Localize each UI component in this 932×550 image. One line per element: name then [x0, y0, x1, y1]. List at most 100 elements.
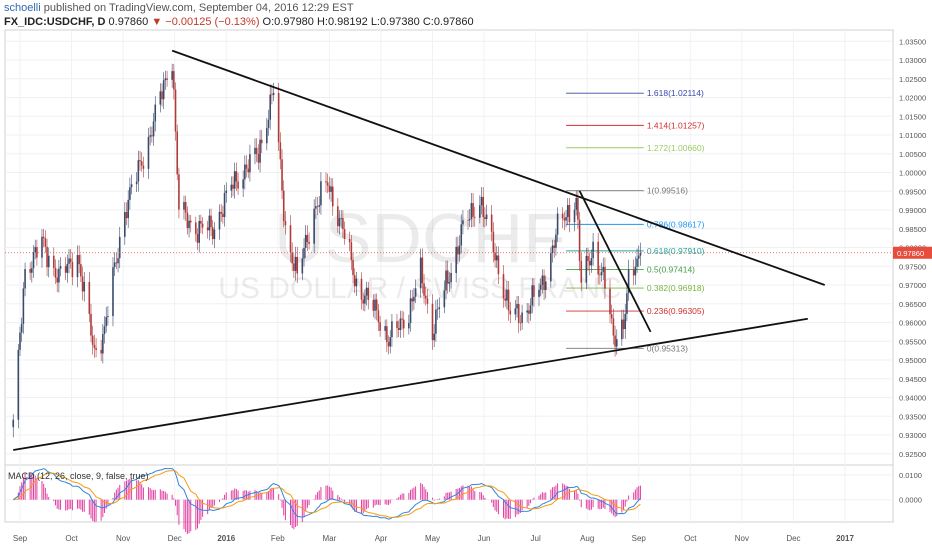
candle-body — [484, 216, 486, 220]
candle-body — [386, 326, 388, 343]
candle-body — [259, 139, 261, 163]
candle-body — [316, 206, 319, 207]
candle-body — [210, 215, 212, 228]
candle-body — [272, 92, 275, 96]
candle-body — [22, 288, 25, 324]
candle-body — [56, 277, 58, 283]
candle-body — [509, 310, 512, 315]
candle-body — [490, 214, 493, 232]
candle-body — [609, 288, 611, 315]
candle-body — [304, 234, 307, 248]
candle-body — [639, 252, 642, 256]
candle-body — [528, 310, 530, 314]
price-tick-label: 0.95000 — [899, 356, 926, 365]
price-tick-label: 0.96000 — [899, 319, 926, 328]
low-value: L:0.97380 — [370, 16, 420, 28]
candle-body — [504, 298, 506, 301]
price-tick-label: 0.94500 — [899, 375, 926, 384]
candle-body — [627, 269, 630, 294]
candle-body — [401, 318, 403, 320]
candle-body — [445, 270, 447, 291]
current-price-tag — [893, 246, 932, 259]
candles — [5, 63, 893, 438]
author-link[interactable]: schoelli — [4, 2, 41, 14]
candle-body — [472, 203, 474, 217]
candle-body — [225, 190, 228, 193]
price-tick-label: 1.00000 — [899, 169, 926, 178]
candle-body — [460, 224, 463, 246]
fib-level-label: 0.5(0.97414) — [647, 264, 695, 274]
candle-body — [12, 419, 15, 428]
price-tick-label: 0.94000 — [899, 394, 926, 403]
candle-body — [325, 181, 327, 183]
candle-body — [76, 255, 79, 278]
fib-level-label: 0.618(0.97910) — [647, 246, 705, 256]
candle-body — [220, 211, 222, 214]
candle-body — [342, 218, 344, 230]
candle-body — [561, 213, 564, 219]
time-tick-label: Jul — [531, 534, 541, 543]
candle-body — [20, 323, 23, 333]
price-tick-label: 0.99000 — [899, 206, 926, 215]
candle-body — [360, 278, 363, 300]
candle-body — [151, 135, 153, 137]
candle-body — [184, 202, 187, 213]
candle-body — [282, 190, 285, 222]
candle-body — [54, 267, 57, 278]
candle-body — [68, 258, 70, 264]
candle-body — [624, 313, 627, 330]
price-axis[interactable]: 0.92500 0.93000 0.93500 0.94000 0.94500 0.950… — [893, 37, 932, 505]
time-tick-label: Jun — [478, 534, 491, 543]
price-tick-label: 1.00500 — [899, 150, 926, 159]
candle-body — [100, 349, 102, 354]
macd-tick-label: 0.0100 — [899, 471, 922, 480]
fib-level-label: 1.272(1.00660) — [647, 143, 705, 153]
candle-body — [578, 219, 581, 261]
fibonacci-extension[interactable]: 0(0.95313) 0.236(0.96305) 0.382(0.96918) 0.… — [566, 88, 705, 353]
candle-body — [355, 278, 358, 287]
candle-body — [200, 221, 202, 224]
candle-body — [281, 159, 283, 191]
candle-body — [462, 220, 464, 225]
candle-body — [260, 139, 263, 144]
candle-body — [124, 212, 126, 237]
candle-body — [587, 255, 589, 262]
candle-body — [31, 268, 33, 273]
price-tick-label: 1.01500 — [899, 112, 926, 121]
fib-level-label: 0.382(0.96918) — [647, 283, 705, 293]
candle-body — [152, 121, 155, 137]
candle-body — [161, 91, 163, 100]
candle-body — [423, 283, 425, 296]
candle-body — [479, 205, 481, 218]
candle-body — [284, 221, 287, 226]
trendlines[interactable] — [13, 49, 826, 451]
candle-body — [188, 220, 190, 229]
candle-body — [337, 206, 339, 227]
candle-body — [164, 78, 167, 81]
candle-body — [139, 160, 141, 162]
candle-body — [604, 266, 606, 289]
candle-body — [255, 147, 258, 155]
candle-body — [419, 257, 422, 289]
candle-body — [315, 206, 317, 209]
candle-body — [551, 245, 554, 254]
candle-body — [399, 318, 402, 330]
down-arrow-icon: ▼ — [151, 16, 163, 28]
candle-body — [247, 168, 250, 173]
fib-level-label: 1.618(1.02114) — [647, 88, 704, 98]
candle-body — [291, 252, 293, 264]
trendline-channel — [578, 190, 652, 333]
candle-body — [135, 181, 138, 185]
time-axis[interactable]: Sep Oct Nov Dec 2016 Feb Mar Apr May Jun Jul Aug Sep… — [13, 534, 855, 543]
candle-body — [563, 218, 566, 221]
candle-body — [71, 261, 74, 278]
candle-body — [379, 322, 381, 331]
candle-body — [396, 321, 398, 329]
candle-body — [497, 255, 500, 275]
candle-body — [115, 262, 118, 264]
candle-body — [573, 209, 576, 223]
candle-body — [433, 333, 435, 341]
candle-body — [353, 275, 356, 287]
last-price: 0.97860 — [108, 16, 149, 28]
